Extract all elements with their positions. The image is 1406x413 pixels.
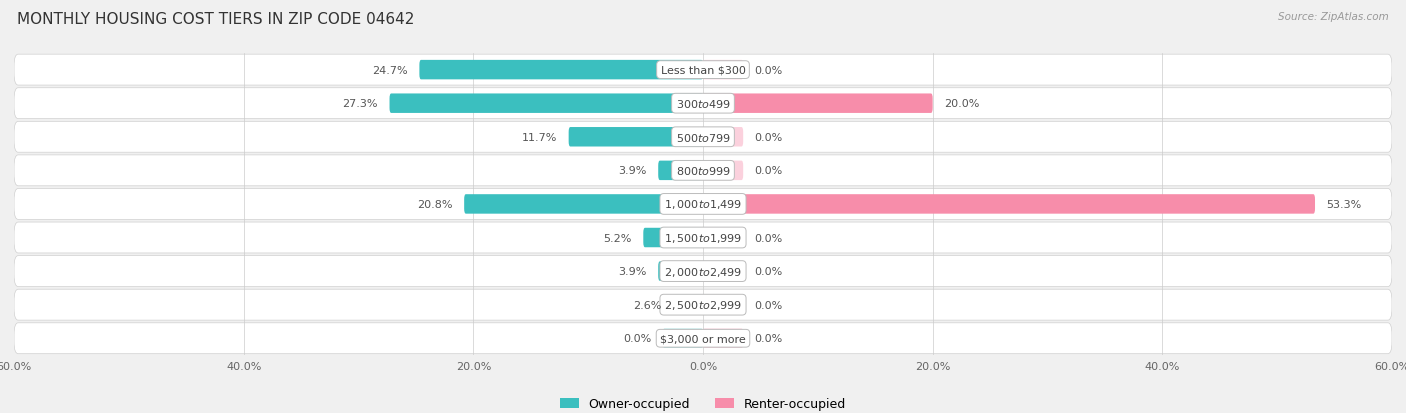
FancyBboxPatch shape xyxy=(14,223,1392,253)
FancyBboxPatch shape xyxy=(14,55,1392,86)
Text: $500 to $799: $500 to $799 xyxy=(675,131,731,143)
FancyBboxPatch shape xyxy=(14,256,1392,287)
FancyBboxPatch shape xyxy=(662,329,703,348)
FancyBboxPatch shape xyxy=(703,94,932,114)
FancyBboxPatch shape xyxy=(703,195,1315,214)
Text: 3.9%: 3.9% xyxy=(619,266,647,276)
Text: 53.3%: 53.3% xyxy=(1326,199,1362,209)
Text: 0.0%: 0.0% xyxy=(755,333,783,344)
Text: 0.0%: 0.0% xyxy=(755,133,783,142)
FancyBboxPatch shape xyxy=(419,61,703,80)
Text: 0.0%: 0.0% xyxy=(755,166,783,176)
FancyBboxPatch shape xyxy=(703,161,744,180)
Text: $1,500 to $1,999: $1,500 to $1,999 xyxy=(664,231,742,244)
FancyBboxPatch shape xyxy=(703,228,744,248)
FancyBboxPatch shape xyxy=(703,128,744,147)
FancyBboxPatch shape xyxy=(14,88,1392,119)
Text: 27.3%: 27.3% xyxy=(343,99,378,109)
Text: 0.0%: 0.0% xyxy=(755,300,783,310)
Text: 20.0%: 20.0% xyxy=(945,99,980,109)
FancyBboxPatch shape xyxy=(14,323,1392,354)
Text: $800 to $999: $800 to $999 xyxy=(675,165,731,177)
FancyBboxPatch shape xyxy=(658,262,703,281)
Text: $300 to $499: $300 to $499 xyxy=(675,98,731,110)
Text: 5.2%: 5.2% xyxy=(603,233,631,243)
Text: Less than $300: Less than $300 xyxy=(661,65,745,76)
Text: 0.0%: 0.0% xyxy=(755,266,783,276)
Text: $2,500 to $2,999: $2,500 to $2,999 xyxy=(664,299,742,311)
Text: 11.7%: 11.7% xyxy=(522,133,557,142)
FancyBboxPatch shape xyxy=(14,189,1392,220)
FancyBboxPatch shape xyxy=(389,94,703,114)
Text: 0.0%: 0.0% xyxy=(623,333,651,344)
FancyBboxPatch shape xyxy=(14,122,1392,153)
Text: 24.7%: 24.7% xyxy=(373,65,408,76)
FancyBboxPatch shape xyxy=(703,61,744,80)
FancyBboxPatch shape xyxy=(703,262,744,281)
Text: $1,000 to $1,499: $1,000 to $1,499 xyxy=(664,198,742,211)
FancyBboxPatch shape xyxy=(14,290,1392,320)
FancyBboxPatch shape xyxy=(644,228,703,248)
Legend: Owner-occupied, Renter-occupied: Owner-occupied, Renter-occupied xyxy=(555,392,851,413)
Text: 0.0%: 0.0% xyxy=(755,233,783,243)
FancyBboxPatch shape xyxy=(703,329,744,348)
FancyBboxPatch shape xyxy=(658,161,703,180)
Text: 2.6%: 2.6% xyxy=(633,300,662,310)
Text: Source: ZipAtlas.com: Source: ZipAtlas.com xyxy=(1278,12,1389,22)
Text: $3,000 or more: $3,000 or more xyxy=(661,333,745,344)
FancyBboxPatch shape xyxy=(673,295,703,315)
FancyBboxPatch shape xyxy=(703,295,744,315)
Text: MONTHLY HOUSING COST TIERS IN ZIP CODE 04642: MONTHLY HOUSING COST TIERS IN ZIP CODE 0… xyxy=(17,12,415,27)
Text: 3.9%: 3.9% xyxy=(619,166,647,176)
Text: 20.8%: 20.8% xyxy=(418,199,453,209)
FancyBboxPatch shape xyxy=(14,156,1392,186)
FancyBboxPatch shape xyxy=(464,195,703,214)
Text: 0.0%: 0.0% xyxy=(755,65,783,76)
FancyBboxPatch shape xyxy=(568,128,703,147)
Text: $2,000 to $2,499: $2,000 to $2,499 xyxy=(664,265,742,278)
